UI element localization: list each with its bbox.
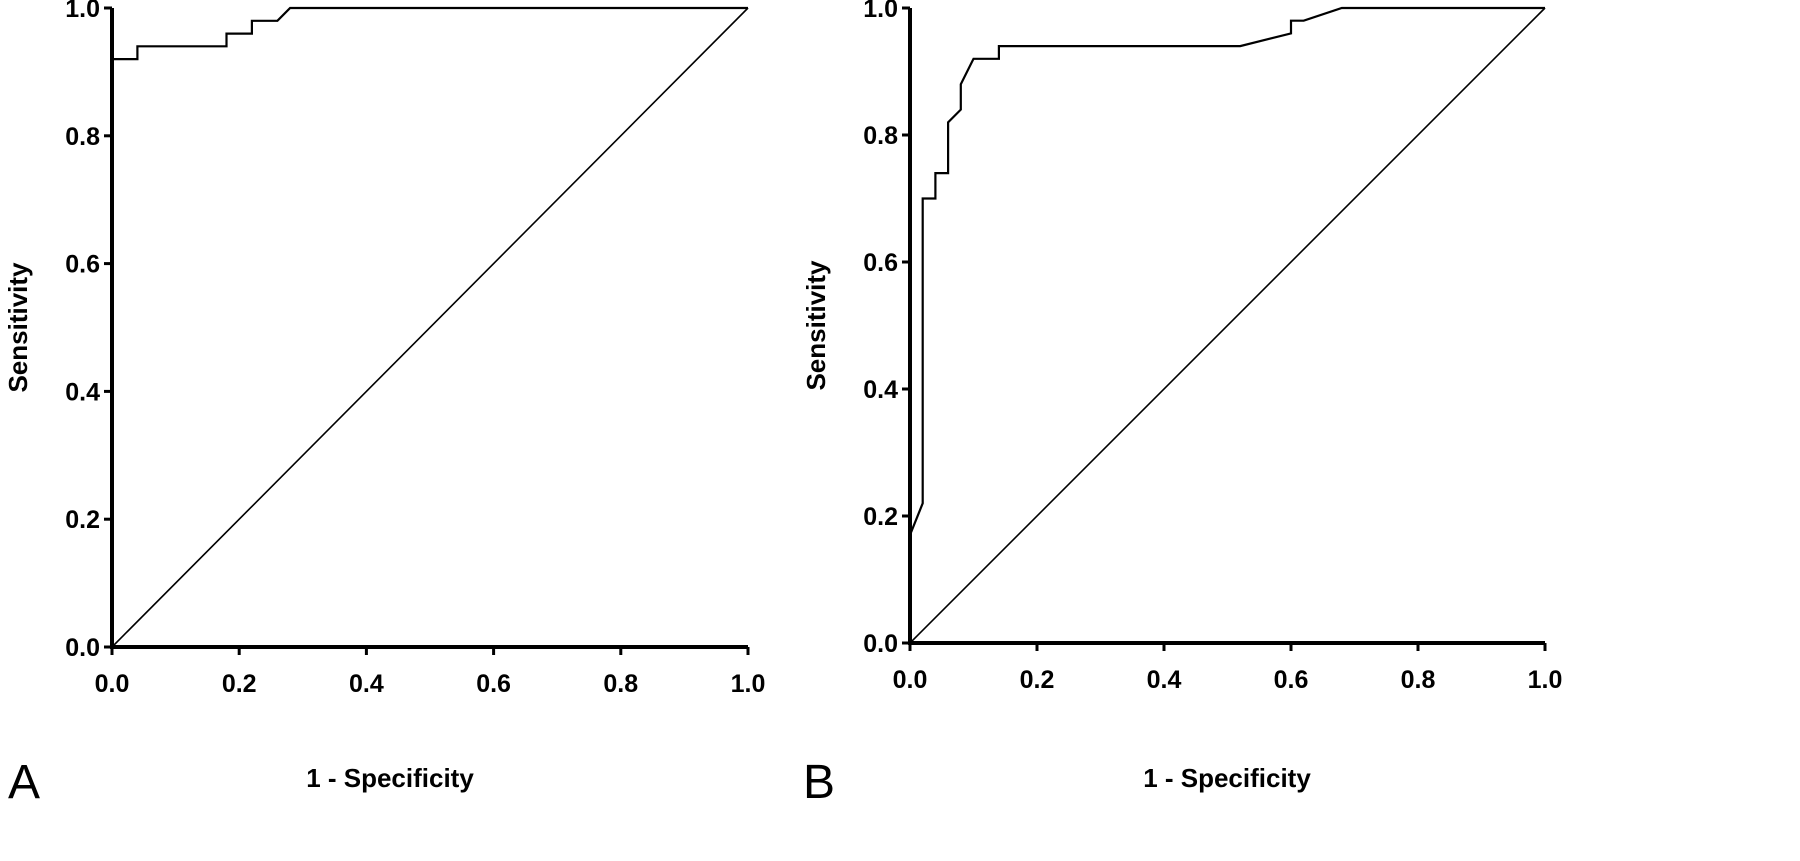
x-tick-label: 0.6 — [476, 670, 511, 698]
y-tick-label: 0.8 — [863, 122, 898, 150]
y-tick-label: 0.4 — [863, 376, 898, 404]
y-tick-label: 0.6 — [863, 249, 898, 277]
reference-diagonal-line — [909, 7, 1546, 644]
x-tick-label: 0.4 — [349, 670, 384, 698]
roc-curve-line — [908, 6, 1545, 643]
x-tick-label: 0.8 — [603, 670, 638, 698]
roc-curve-line — [110, 6, 748, 647]
x-tick-label: 0.2 — [222, 670, 257, 698]
y-tick-label: 1.0 — [65, 0, 100, 23]
roc-panel-b: 0.0 0.2 0.4 0.6 0.8 1.0 0.0 0.2 0.4 0.6 0.8 1.0 1 - … — [801, 0, 1562, 809]
x-tick-label: 0.6 — [1274, 666, 1309, 694]
y-tick-label: 0.4 — [65, 378, 100, 406]
y-tick-label: 0.0 — [65, 634, 100, 662]
y-tick-label: 1.0 — [863, 0, 898, 23]
y-tick-label: 0.2 — [65, 506, 100, 534]
y-axis-title: Sensitivity — [3, 262, 33, 393]
y-tick-label: 0.0 — [863, 630, 898, 658]
reference-diagonal-line — [111, 7, 749, 648]
x-tick-label: 0.2 — [1020, 666, 1055, 694]
x-tick-label: 0.0 — [893, 666, 928, 694]
x-axis-title: 1 - Specificity — [1143, 763, 1311, 793]
y-tick-label: 0.6 — [65, 251, 100, 279]
x-tick-label: 1.0 — [731, 670, 766, 698]
y-axis-title: Sensitivity — [801, 260, 831, 391]
x-tick-label: 1.0 — [1528, 666, 1563, 694]
x-axis-title: 1 - Specificity — [306, 763, 474, 793]
roc-panel-a: 0.0 0.2 0.4 0.6 0.8 1.0 0.0 0.2 0.4 0.6 0.8 1.0 1 - … — [3, 0, 765, 809]
x-tick-label: 0.0 — [95, 670, 130, 698]
x-tick-label: 0.8 — [1401, 666, 1436, 694]
x-tick-label: 0.4 — [1147, 666, 1182, 694]
panel-label: A — [8, 756, 40, 809]
panel-label: B — [803, 756, 835, 809]
y-tick-label: 0.8 — [65, 123, 100, 151]
y-tick-label: 0.2 — [863, 503, 898, 531]
